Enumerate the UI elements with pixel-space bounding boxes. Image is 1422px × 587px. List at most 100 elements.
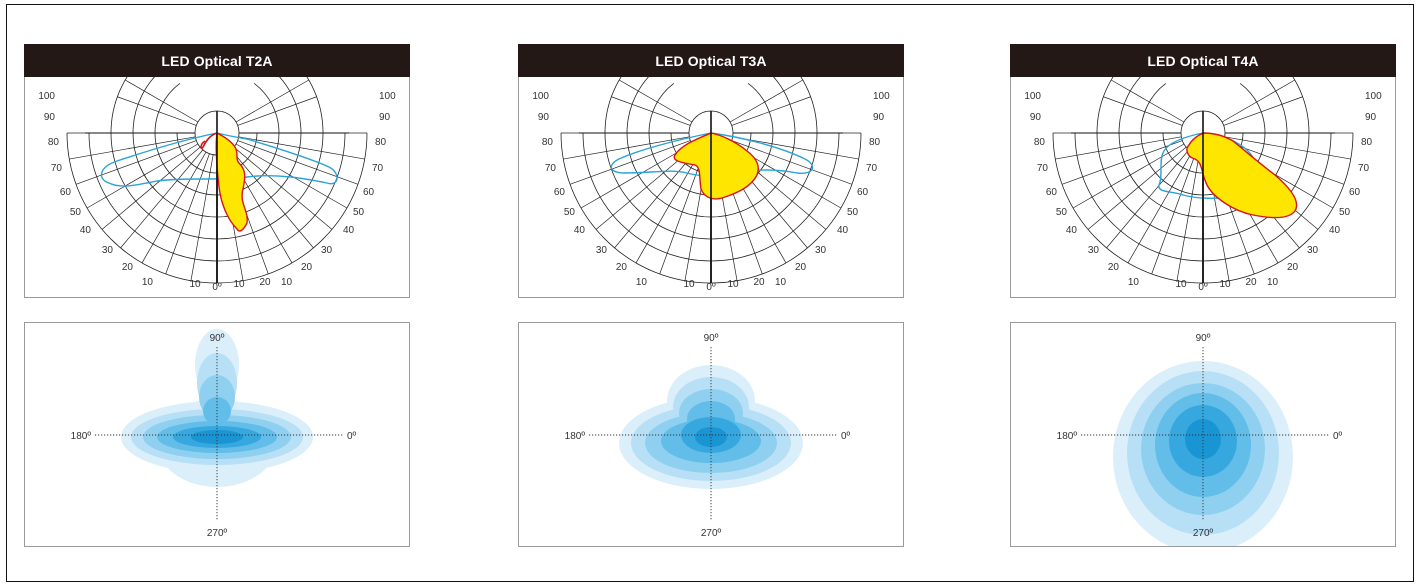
polar-bottom-label: 0º <box>1198 282 1208 293</box>
polar-spoke <box>69 136 196 160</box>
polar-bottom-label: 10 <box>1175 279 1187 290</box>
polar-radial-label: 70 <box>866 163 878 174</box>
polar-spoke <box>238 136 365 160</box>
isolux-diagram: 90º 180º 0º 270º <box>71 329 357 539</box>
polar-bottom-label: 0º <box>706 282 716 293</box>
yellow-curve <box>1186 132 1298 219</box>
polar-ring-upper <box>1140 83 1167 134</box>
polar-radial-label: 60 <box>1349 187 1361 198</box>
polar-spoke <box>233 146 333 230</box>
isolux-label-top: 90º <box>210 333 225 344</box>
polar-radial-label: 10 <box>636 277 648 288</box>
polar-spoke-upper <box>611 96 691 126</box>
page-frame <box>6 4 1414 582</box>
polar-ring-upper <box>747 83 774 134</box>
polar-radial-label: 50 <box>564 207 576 218</box>
polar-spoke-upper <box>117 96 197 126</box>
polar-radial-label: 30 <box>1088 245 1100 256</box>
polar-spoke <box>614 149 698 249</box>
polar-spoke <box>75 140 197 185</box>
polar-spoke-upper <box>1223 96 1303 126</box>
polar-radial-label: 40 <box>343 225 355 236</box>
polar-bottom-label: 20 <box>753 277 765 288</box>
polar-spoke <box>732 136 859 160</box>
polar-radial-label: 80 <box>48 137 60 148</box>
polar-bottom-label: 10 <box>727 279 739 290</box>
isolux-label-right: 0º <box>1333 431 1343 442</box>
polar-bottom-label: 10 <box>189 279 201 290</box>
panel-t2a: LED Optical T2A 100 100 90 90 80 80 70 70 60 60 50… <box>24 44 410 547</box>
polar-spoke-upper <box>1103 96 1183 126</box>
polar-spoke <box>86 143 199 209</box>
polar-ring-upper <box>1096 47 1140 134</box>
polar-spoke <box>120 149 204 249</box>
isolux-label-right: 0º <box>841 431 851 442</box>
polar-bottom-label: 10 <box>233 279 245 290</box>
polar-radial-label: 20 <box>301 262 313 273</box>
polar-spoke <box>569 140 691 185</box>
polar-spoke-upper <box>125 79 199 123</box>
polar-radial-label: 70 <box>51 163 63 174</box>
polar-radial-label: 20 <box>122 262 134 273</box>
panel-title: LED Optical T2A <box>24 44 410 77</box>
polar-radial-label: 90 <box>538 112 550 123</box>
isolux-diagram-box: 90º 180º 0º 270º <box>518 322 904 547</box>
polar-spoke <box>141 151 207 264</box>
polar-radial-label: 100 <box>379 91 396 102</box>
yellow-curve <box>215 131 248 232</box>
polar-diagram-box: 100 100 90 90 80 80 70 70 60 60 50 50 40 40 30 30 20 20 10… <box>518 47 904 298</box>
polar-curves <box>100 111 338 283</box>
polar-bottom-label: 0º <box>212 282 222 293</box>
polar-radial-label: 10 <box>775 277 787 288</box>
polar-radial-label: 60 <box>1046 187 1058 198</box>
polar-radial-label: 70 <box>1037 163 1049 174</box>
polar-radial-label: 60 <box>363 187 375 198</box>
polar-bottom-label: 10 <box>1219 279 1231 290</box>
polar-spoke <box>237 140 359 185</box>
polar-radial-label: 30 <box>815 245 827 256</box>
polar-radial-label: 20 <box>795 262 807 273</box>
polar-radial-label: 100 <box>1024 91 1041 102</box>
polar-spoke <box>101 146 201 230</box>
polar-spoke-upper <box>235 79 309 123</box>
polar-diagram: 100 100 90 90 80 80 70 70 60 60 50 50 40 40 30 30 20 20 10… <box>38 47 396 293</box>
polar-spoke <box>1061 140 1183 185</box>
isolux-label-left: 180º <box>1057 431 1078 442</box>
polar-radial-label: 40 <box>837 225 849 236</box>
polar-radial-label: 70 <box>1358 163 1370 174</box>
polar-radial-label: 70 <box>372 163 384 174</box>
isolux-diagram-box: 90º 180º 0º 270º <box>1010 322 1396 553</box>
polar-spoke <box>1106 149 1190 249</box>
polar-ring-upper <box>1239 83 1266 134</box>
isolux-label-bottom: 270º <box>1193 528 1214 539</box>
polar-radial-label: 100 <box>873 91 890 102</box>
polar-spoke <box>1072 143 1185 209</box>
polar-radial-label: 100 <box>38 91 55 102</box>
polar-spoke-upper <box>237 96 317 126</box>
polar-radial-label: 40 <box>574 225 586 236</box>
polar-spoke <box>563 136 690 160</box>
polar-radial-label: 10 <box>1267 277 1279 288</box>
isolux-diagram: 90º 180º 0º 270º <box>1057 333 1343 553</box>
polar-bottom-label: 10 <box>683 279 695 290</box>
polar-radial-label: 10 <box>1128 277 1140 288</box>
polar-radial-label: 40 <box>1329 225 1341 236</box>
polar-ring-upper <box>280 47 324 134</box>
polar-radial-label: 90 <box>379 112 391 123</box>
polar-curves <box>610 111 814 283</box>
polar-spoke <box>635 151 701 264</box>
polar-radial-label: 20 <box>1108 262 1120 273</box>
polar-spoke <box>1087 146 1187 230</box>
polar-radial-label: 90 <box>873 112 885 123</box>
isolux-label-left: 180º <box>71 431 92 442</box>
polar-ring-upper <box>253 83 280 134</box>
polar-ring-upper <box>1266 47 1310 134</box>
polar-radial-label: 60 <box>554 187 566 198</box>
polar-diagram-box: 100 100 90 90 80 80 70 70 60 60 50 50 40 40 30 30 20 20 10… <box>24 47 410 298</box>
panel-title: LED Optical T3A <box>518 44 904 77</box>
polar-radial-label: 10 <box>281 277 293 288</box>
polar-spoke-upper <box>1221 79 1295 123</box>
panel-t4a: LED Optical T4A 100 100 90 90 80 80 70 70 60 60 50… <box>1010 44 1396 553</box>
polar-spoke <box>1224 136 1351 160</box>
polar-spoke <box>659 153 704 275</box>
